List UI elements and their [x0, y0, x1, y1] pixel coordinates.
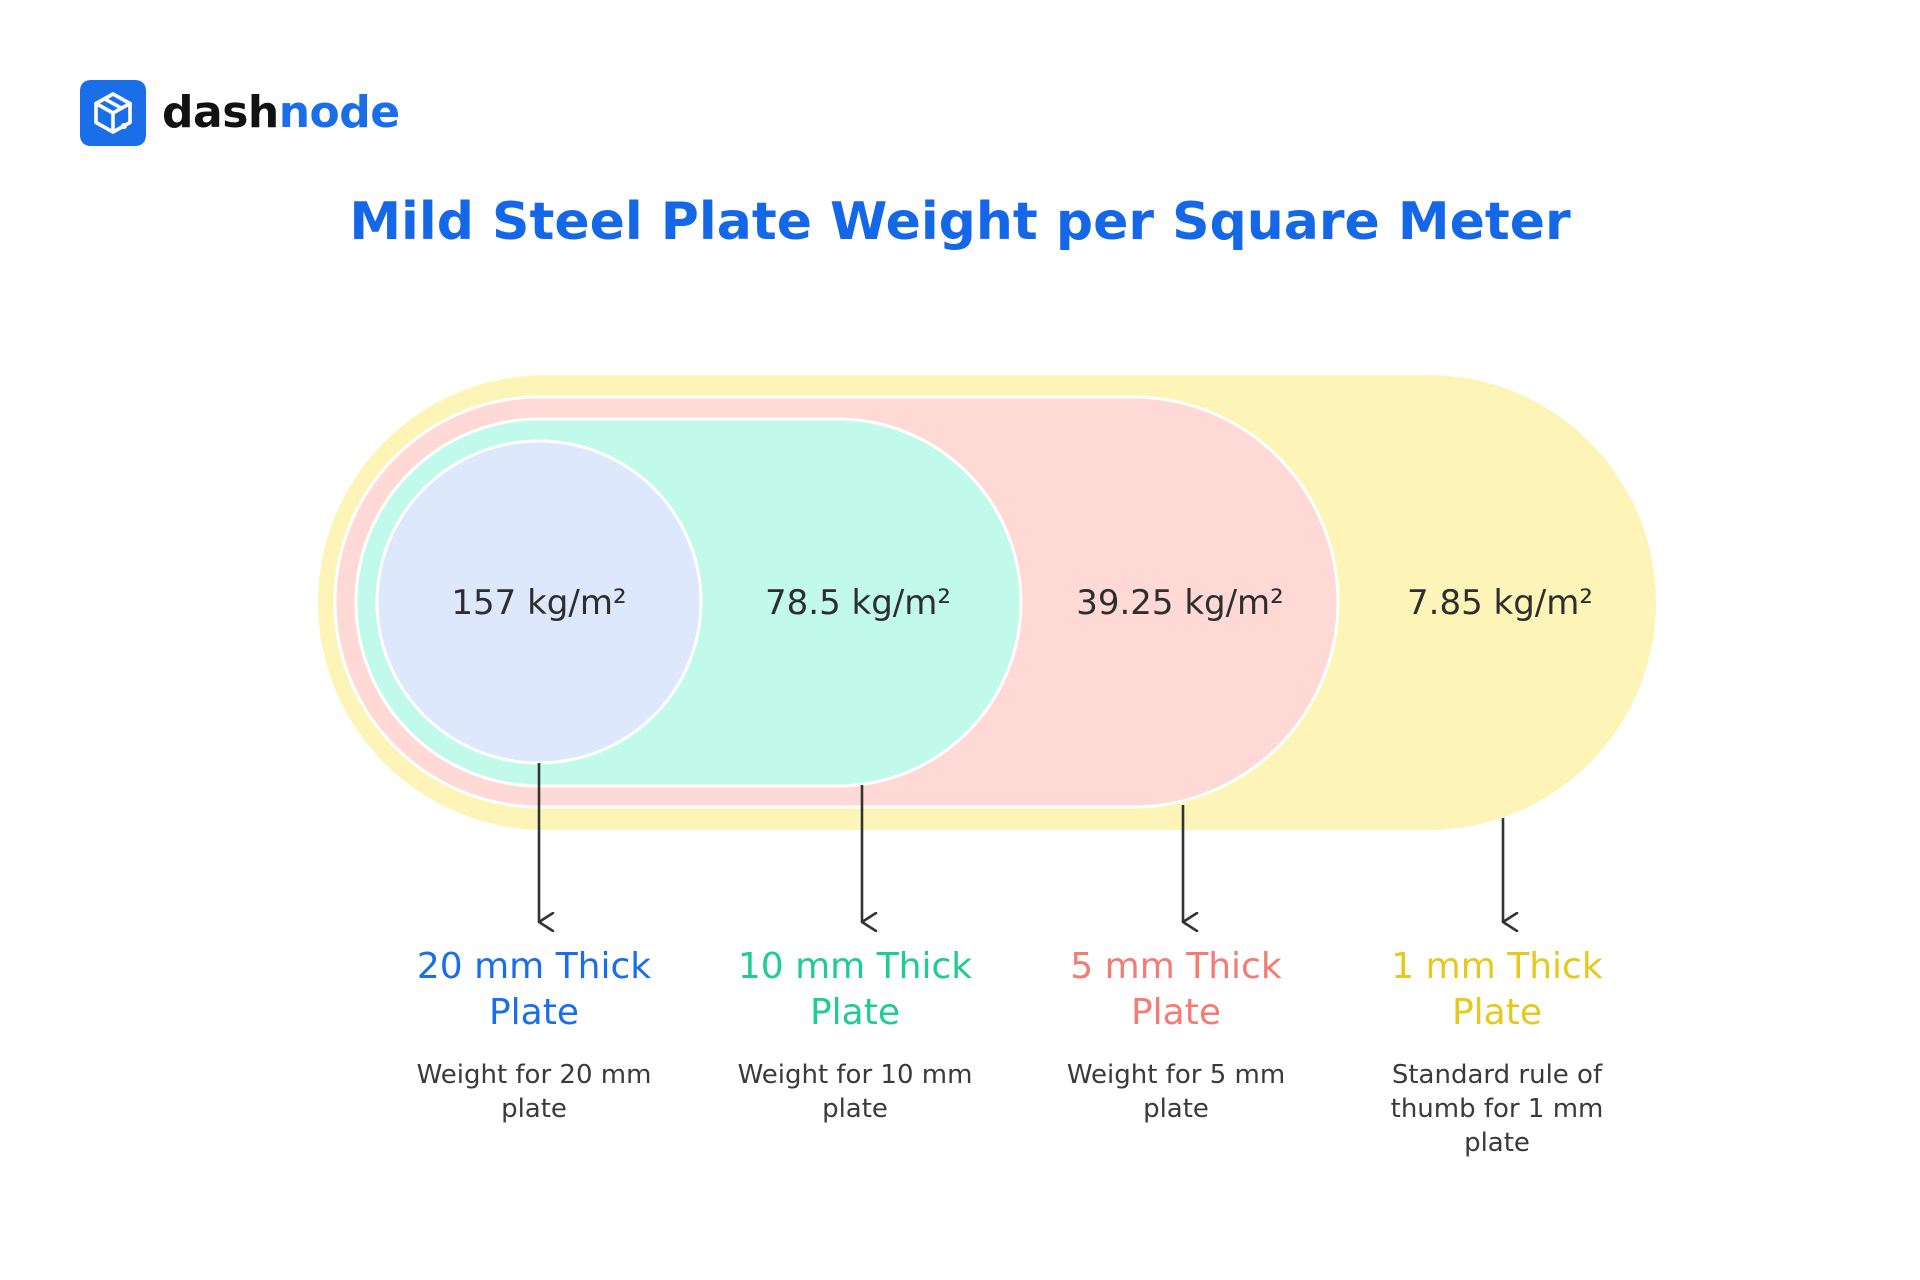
label-20mm-title-line1: 20 mm Thick — [416, 946, 652, 987]
brand-name: dashnode — [162, 91, 400, 135]
label-1mm-desc-line2: thumb for 1 mm — [1390, 1094, 1604, 1124]
label-5mm-desc-line1: Weight for 5 mm — [1066, 1060, 1286, 1090]
brand-name-part1: dash — [162, 87, 279, 138]
label-5mm-title-line2: Plate — [1130, 992, 1222, 1033]
label-10mm-description: Weight for 10 mm plate — [705, 1058, 1005, 1126]
label-5mm: 5 mm Thick Plate Weight for 5 mm plate — [1026, 944, 1326, 1126]
label-20mm: 20 mm Thick Plate Weight for 20 mm plate — [384, 944, 684, 1126]
label-1mm-description: Standard rule of thumb for 1 mm plate — [1347, 1058, 1647, 1160]
label-10mm-title-line2: Plate — [809, 992, 901, 1033]
label-20mm-desc-line2: plate — [501, 1094, 567, 1124]
label-20mm-description: Weight for 20 mm plate — [384, 1058, 684, 1126]
label-1mm-title-line2: Plate — [1451, 992, 1543, 1033]
label-5mm-title-line1: 5 mm Thick — [1070, 946, 1282, 987]
label-1mm-title: 1 mm Thick Plate — [1347, 944, 1647, 1036]
label-5mm-title: 5 mm Thick Plate — [1026, 944, 1326, 1036]
label-10mm: 10 mm Thick Plate Weight for 10 mm plate — [705, 944, 1005, 1126]
plate-20mm-value: 157 kg/m² — [451, 583, 626, 623]
label-1mm: 1 mm Thick Plate Standard rule of thumb … — [1347, 944, 1647, 1160]
label-5mm-description: Weight for 5 mm plate — [1026, 1058, 1326, 1126]
brand-name-part2: node — [278, 87, 400, 138]
plate-5mm-value: 39.25 kg/m² — [1076, 583, 1284, 623]
plate-1mm-value: 7.85 kg/m² — [1407, 583, 1593, 623]
label-10mm-title: 10 mm Thick Plate — [705, 944, 1005, 1036]
label-20mm-title: 20 mm Thick Plate — [384, 944, 684, 1036]
label-1mm-desc-line1: Standard rule of — [1391, 1060, 1603, 1090]
cube-icon — [80, 80, 146, 146]
brand-logo: dashnode — [80, 80, 400, 146]
label-20mm-title-line2: Plate — [488, 992, 580, 1033]
plate-10mm-value: 78.5 kg/m² — [765, 583, 951, 623]
label-10mm-title-line1: 10 mm Thick — [737, 946, 973, 987]
diagram-title: Mild Steel Plate Weight per Square Meter — [349, 192, 1571, 252]
label-10mm-desc-line1: Weight for 10 mm — [737, 1060, 973, 1090]
label-10mm-desc-line2: plate — [822, 1094, 888, 1124]
label-20mm-desc-line1: Weight for 20 mm — [416, 1060, 652, 1090]
label-1mm-title-line1: 1 mm Thick — [1391, 946, 1603, 987]
label-1mm-desc-line3: plate — [1464, 1128, 1530, 1158]
label-5mm-desc-line2: plate — [1143, 1094, 1209, 1124]
